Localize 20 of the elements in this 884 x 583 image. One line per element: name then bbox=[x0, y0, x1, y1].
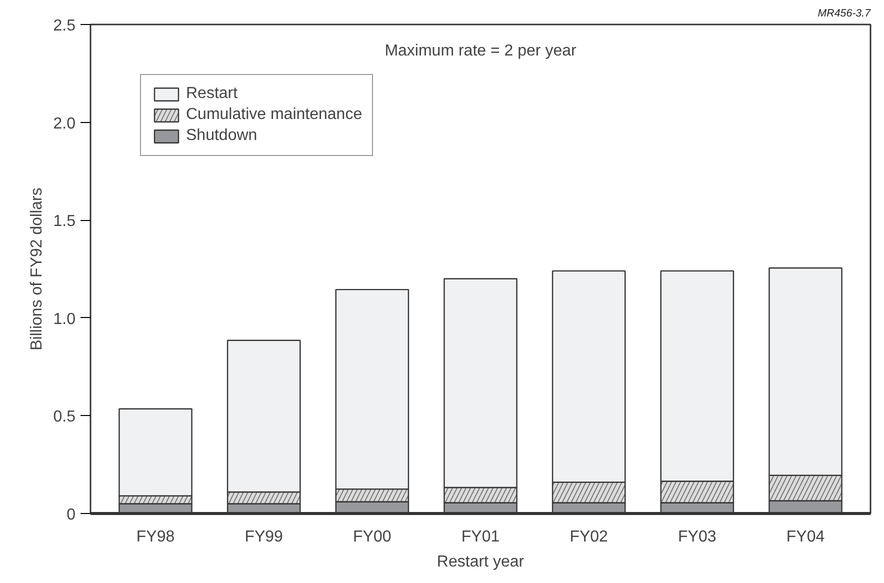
y-tick-label: 2.5 bbox=[53, 18, 76, 34]
x-axis-title: Restart year bbox=[436, 554, 525, 570]
x-tick-label: FY00 bbox=[353, 528, 392, 546]
x-tick-label: FY01 bbox=[461, 528, 500, 546]
legend-label: Cumulative maintenance bbox=[186, 106, 362, 124]
x-tick-label: FY04 bbox=[786, 528, 825, 546]
x-tick-label: FY02 bbox=[570, 528, 608, 546]
y-tick-label: 0.5 bbox=[53, 408, 76, 426]
annotation: Maximum rate = 2 per year bbox=[384, 42, 577, 60]
y-tick-label: 2.0 bbox=[53, 115, 76, 132]
y-axis-title: Billions of FY92 dollars bbox=[28, 188, 46, 350]
y-tick-label: 1.0 bbox=[53, 310, 76, 328]
legend-label: Restart bbox=[186, 85, 238, 103]
x-tick-label: FY03 bbox=[678, 528, 716, 546]
text: MR456-3.7 bbox=[818, 8, 872, 20]
y-tick-label: 1.5 bbox=[53, 213, 76, 230]
x-tick-label: FY99 bbox=[244, 528, 284, 546]
y-tick-label: 0 bbox=[66, 506, 76, 524]
legend-label: Shutdown bbox=[186, 127, 258, 145]
x-tick-label: FY98 bbox=[136, 528, 175, 546]
